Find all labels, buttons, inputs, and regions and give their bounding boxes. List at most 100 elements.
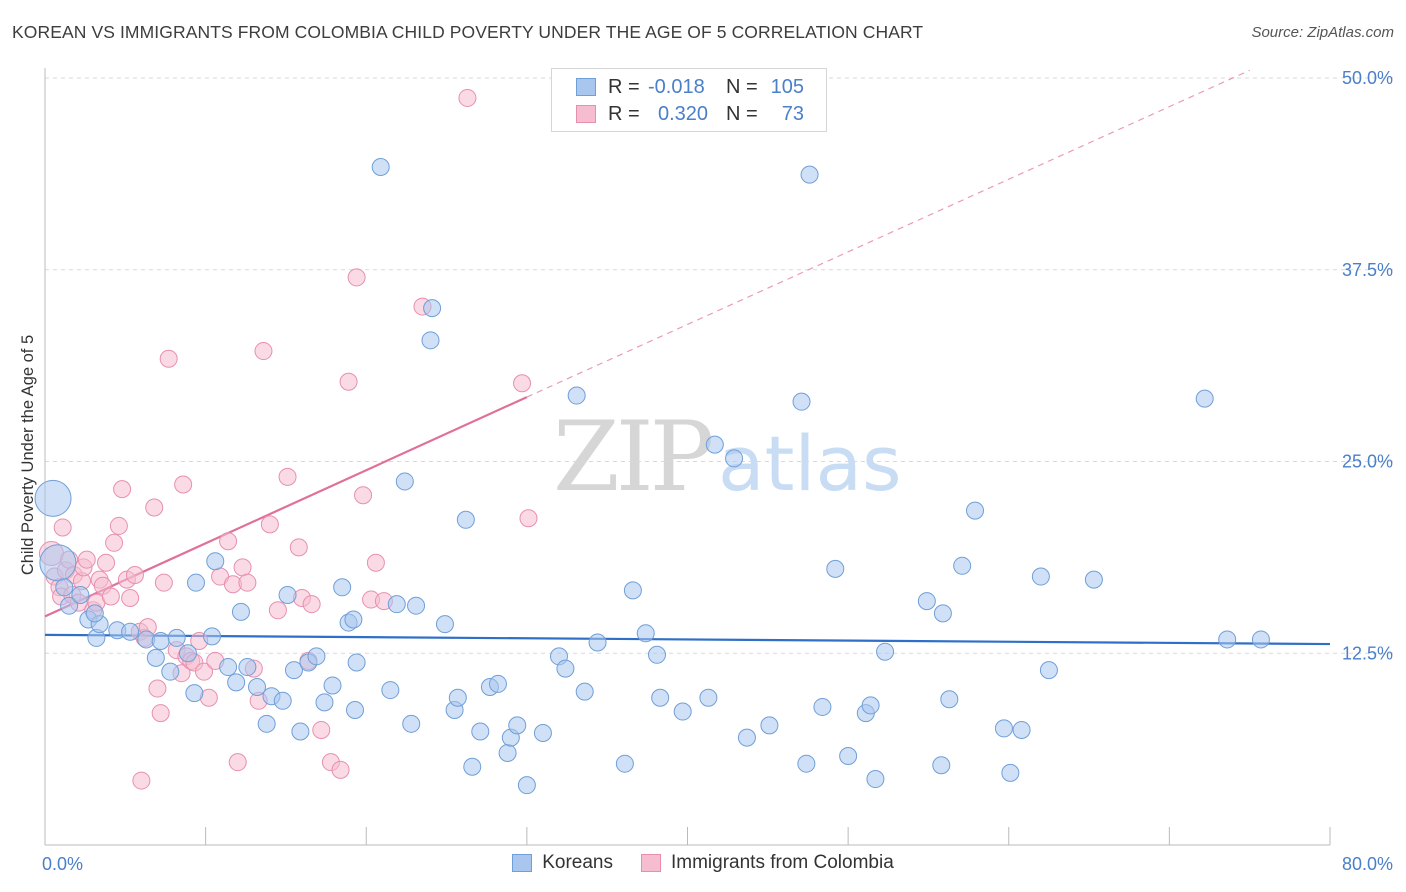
colombia-point — [254, 342, 273, 361]
colombia-point — [151, 704, 170, 723]
korean-point — [186, 573, 205, 592]
x-tick-label: 0.0% — [42, 854, 83, 874]
korean-point — [227, 673, 246, 692]
colombia-point — [331, 760, 350, 779]
korean-point — [699, 688, 718, 707]
points-colombia — [38, 88, 538, 790]
korean-point — [1218, 630, 1237, 649]
korean-point — [651, 688, 670, 707]
chart-title: KOREAN VS IMMIGRANTS FROM COLOMBIA CHILD… — [12, 22, 924, 42]
korean-point — [60, 596, 79, 615]
colombia-point — [109, 516, 128, 535]
korean-point — [39, 544, 77, 582]
korean-point — [705, 435, 724, 454]
trend-lines — [44, 69, 1331, 646]
korean-point — [556, 659, 575, 678]
legend-row-colombia: R = 0.320 N = 73 — [576, 101, 804, 127]
korean-point — [940, 690, 959, 709]
korean-point — [1001, 763, 1020, 782]
y-tick-label: 25.0% — [1342, 452, 1393, 472]
korean-point — [407, 596, 426, 615]
legend-n-value: 105 — [770, 75, 804, 98]
colombia-point — [159, 349, 178, 368]
korean-point — [575, 682, 594, 701]
colombia-point — [366, 553, 385, 572]
korean-point — [387, 595, 406, 614]
korean-point — [623, 581, 642, 600]
korean-point — [498, 743, 517, 762]
korean-point — [203, 627, 222, 646]
colombia-point — [238, 573, 257, 592]
korean-point — [1195, 389, 1214, 408]
korean-point — [876, 642, 895, 661]
korean-point — [284, 661, 303, 680]
korean-point — [792, 392, 811, 411]
korean-point — [760, 716, 779, 735]
series-legend-colombia[interactable]: Immigrants from Colombia — [641, 852, 894, 874]
korean-point — [344, 610, 363, 629]
y-axis-label: Child Poverty Under the Age of 5 — [19, 335, 37, 575]
korean-point — [1031, 567, 1050, 586]
colombia-point — [77, 550, 96, 569]
korean-point — [307, 647, 326, 666]
colombia-point — [458, 88, 477, 107]
korean-point — [517, 776, 536, 795]
legend-n-value: 73 — [781, 102, 804, 125]
source-label: Source: ZipAtlas.com — [1251, 24, 1394, 41]
series-legend: Koreans Immigrants from Colombia — [0, 852, 1406, 874]
korean-point — [161, 662, 180, 681]
colombia-point — [53, 518, 72, 537]
colombia-point — [121, 589, 140, 608]
korean-point — [323, 676, 342, 695]
korean-point — [1084, 570, 1103, 589]
series-swatch-koreans — [512, 854, 533, 872]
korean-point — [932, 756, 951, 775]
korean-point — [346, 701, 365, 720]
korean-point — [395, 472, 414, 491]
korean-point — [333, 578, 352, 597]
korean-point — [488, 674, 507, 693]
colombia-point — [513, 374, 532, 393]
legend-r-value: -0.018 — [648, 75, 705, 98]
watermark-zip: ZIP — [553, 401, 712, 513]
korean-point — [797, 754, 816, 773]
korean-point — [448, 688, 467, 707]
korean-point — [725, 449, 744, 468]
korean-point — [737, 728, 756, 747]
series-label-colombia: Immigrants from Colombia — [671, 852, 894, 873]
korean-point — [381, 681, 400, 700]
colombia-trend-line — [44, 396, 528, 618]
korean-point — [85, 604, 104, 623]
axes — [44, 68, 1331, 846]
y-tick-label: 37.5% — [1342, 260, 1393, 280]
korean-point — [347, 653, 366, 672]
points-koreans — [34, 157, 1270, 795]
korean-point — [636, 624, 655, 643]
korean-point — [800, 165, 819, 184]
korean-point — [257, 714, 276, 733]
korean-point — [167, 628, 186, 647]
korean-point — [71, 585, 90, 604]
colombia-point — [339, 372, 358, 391]
korean-point — [567, 386, 586, 405]
series-legend-koreans[interactable]: Koreans — [512, 852, 613, 874]
colombia-point — [97, 553, 116, 572]
series-swatch-colombia — [641, 854, 661, 872]
korean-point — [966, 501, 985, 520]
korean-point — [231, 602, 250, 621]
korean-point — [866, 770, 885, 789]
colombia-trend-extension — [526, 69, 1250, 398]
korean-point — [615, 754, 634, 773]
korean-point — [273, 691, 292, 710]
axis-labels: 12.5% 25.0% 37.5% 50.0% 0.0% 80.0% Child Pover… — [19, 68, 1393, 874]
korean-point — [1039, 661, 1058, 680]
korean-point — [291, 722, 310, 741]
x-tick-label: 80.0% — [1342, 854, 1393, 874]
korean-point — [238, 658, 257, 677]
korean-point — [673, 702, 692, 721]
watermark-atlas: atlas — [718, 419, 902, 508]
korean-point — [435, 615, 454, 634]
legend-r-value: 0.320 — [658, 102, 709, 125]
korean-point — [933, 604, 952, 623]
